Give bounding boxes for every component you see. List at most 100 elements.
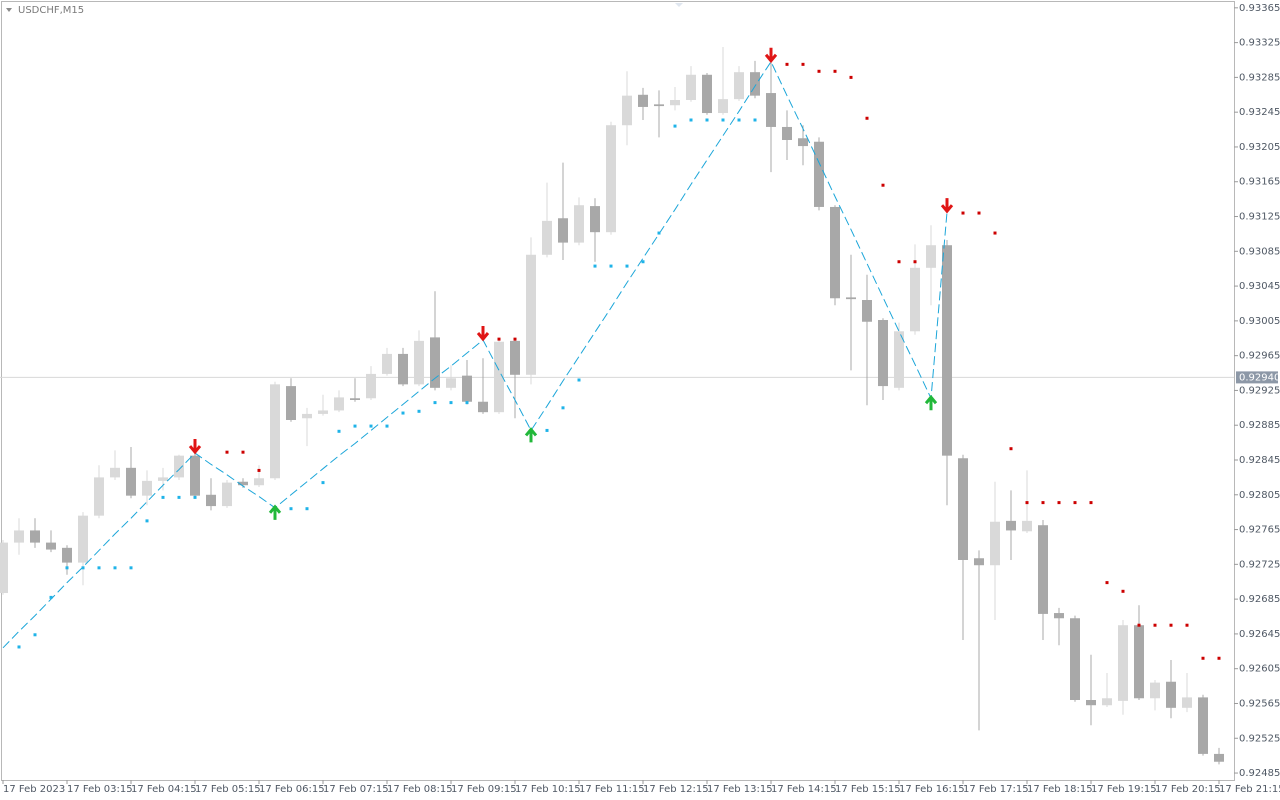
x-tick-label: 17 Feb 19:15 — [1091, 784, 1157, 795]
resistance-dot — [1057, 501, 1061, 505]
candle-body — [238, 481, 248, 486]
y-tick-label: 0.92925 — [1239, 385, 1280, 396]
x-tick-label: 17 Feb 14:15 — [771, 784, 837, 795]
resistance-dot — [1153, 623, 1157, 627]
y-tick-label: 0.93005 — [1239, 316, 1280, 327]
resistance-dot — [913, 260, 917, 264]
x-tick-label: 17 Feb 07:15 — [323, 784, 389, 795]
y-tick-label: 0.93045 — [1239, 281, 1280, 292]
support-dot — [97, 566, 101, 570]
y-tick-label: 0.92645 — [1239, 629, 1280, 640]
sell-arrow — [764, 47, 778, 64]
candle-body — [46, 542, 56, 550]
candle-body — [126, 467, 136, 496]
support-dot — [337, 429, 341, 433]
candle-body — [574, 205, 584, 243]
candle-body — [654, 104, 664, 107]
support-dot — [177, 495, 181, 499]
resistance-dot — [993, 231, 997, 235]
buy-arrow — [924, 394, 938, 411]
y-tick-label: 0.92765 — [1239, 525, 1280, 536]
y-tick-label: 0.92605 — [1239, 664, 1280, 675]
x-tick-label: 17 Feb 2023 — [3, 784, 65, 795]
candle-body — [30, 530, 40, 543]
y-tick-label: 0.93165 — [1239, 177, 1280, 188]
resistance-dot — [881, 183, 885, 187]
x-tick-label: 17 Feb 06:15 — [259, 784, 325, 795]
candle-body — [430, 337, 440, 388]
x-tick-label: 17 Feb 21:15 — [1219, 784, 1280, 795]
resistance-dot — [225, 450, 229, 454]
candle-body — [478, 401, 488, 413]
candle-body — [190, 455, 200, 496]
x-tick-label: 17 Feb 10:15 — [515, 784, 581, 795]
y-tick-label: 0.92965 — [1239, 351, 1280, 362]
support-dot — [33, 633, 37, 637]
candle-body — [862, 300, 872, 322]
support-dot — [465, 401, 469, 405]
x-tick-label: 17 Feb 08:15 — [387, 784, 453, 795]
candle-body — [718, 99, 728, 114]
candle-body — [334, 397, 344, 411]
resistance-dot — [241, 450, 245, 454]
y-tick-label: 0.92565 — [1239, 698, 1280, 709]
candle-body — [974, 558, 984, 566]
support-dot — [609, 264, 613, 268]
candle-body — [446, 378, 456, 388]
resistance-dot — [1041, 501, 1045, 505]
support-dot — [449, 401, 453, 405]
support-dot — [385, 424, 389, 428]
candle-body — [990, 521, 1000, 566]
sell-arrow — [188, 439, 202, 455]
candle-body — [14, 530, 24, 543]
support-dot — [145, 519, 149, 523]
support-dot — [625, 264, 629, 268]
candle-body — [622, 95, 632, 126]
candle-body — [686, 74, 696, 100]
menu-triangle[interactable] — [6, 8, 12, 12]
candle-body — [1166, 681, 1176, 708]
y-tick-label: 0.92485 — [1239, 768, 1280, 779]
y-tick-label: 0.93365 — [1239, 3, 1280, 14]
candle-body — [1086, 700, 1096, 706]
candle-body — [814, 141, 824, 207]
y-tick-label: 0.92725 — [1239, 559, 1280, 570]
sell-arrow — [940, 198, 954, 214]
candle-body — [1118, 625, 1128, 701]
resistance-dot — [961, 211, 965, 215]
support-dot — [17, 645, 21, 649]
support-dot — [401, 411, 405, 415]
candle-body — [94, 477, 104, 516]
support-dot — [161, 495, 165, 499]
resistance-dot — [1105, 581, 1109, 585]
candle-body — [542, 220, 552, 255]
candle-body — [62, 547, 72, 563]
candle-body — [846, 297, 856, 300]
candle-body — [894, 331, 904, 388]
x-tick-label: 17 Feb 11:15 — [579, 784, 645, 795]
y-tick-label: 0.93285 — [1239, 72, 1280, 83]
resistance-dot — [1137, 623, 1141, 627]
y-tick-label: 0.93085 — [1239, 246, 1280, 257]
candle-body — [910, 267, 920, 332]
support-dot — [657, 231, 661, 235]
x-tick-label: 17 Feb 03:15 — [67, 784, 133, 795]
support-dot — [193, 495, 197, 499]
candle-body — [590, 206, 600, 233]
current-price-label: 0.92940 — [1239, 372, 1280, 383]
resistance-dot — [865, 116, 869, 120]
candle-body — [782, 126, 792, 140]
support-dot — [369, 424, 373, 428]
resistance-dot — [1089, 501, 1093, 505]
x-tick-label: 17 Feb 15:15 — [835, 784, 901, 795]
resistance-dot — [497, 337, 501, 341]
candle-body — [414, 340, 424, 385]
support-dot — [673, 124, 677, 128]
resistance-dot — [1217, 656, 1221, 660]
resistance-dot — [1073, 501, 1077, 505]
support-dot — [65, 566, 69, 570]
candle-body — [270, 384, 280, 479]
buy-arrow — [524, 427, 538, 443]
candle-body — [942, 245, 952, 456]
x-tick-label: 17 Feb 17:15 — [963, 784, 1029, 795]
